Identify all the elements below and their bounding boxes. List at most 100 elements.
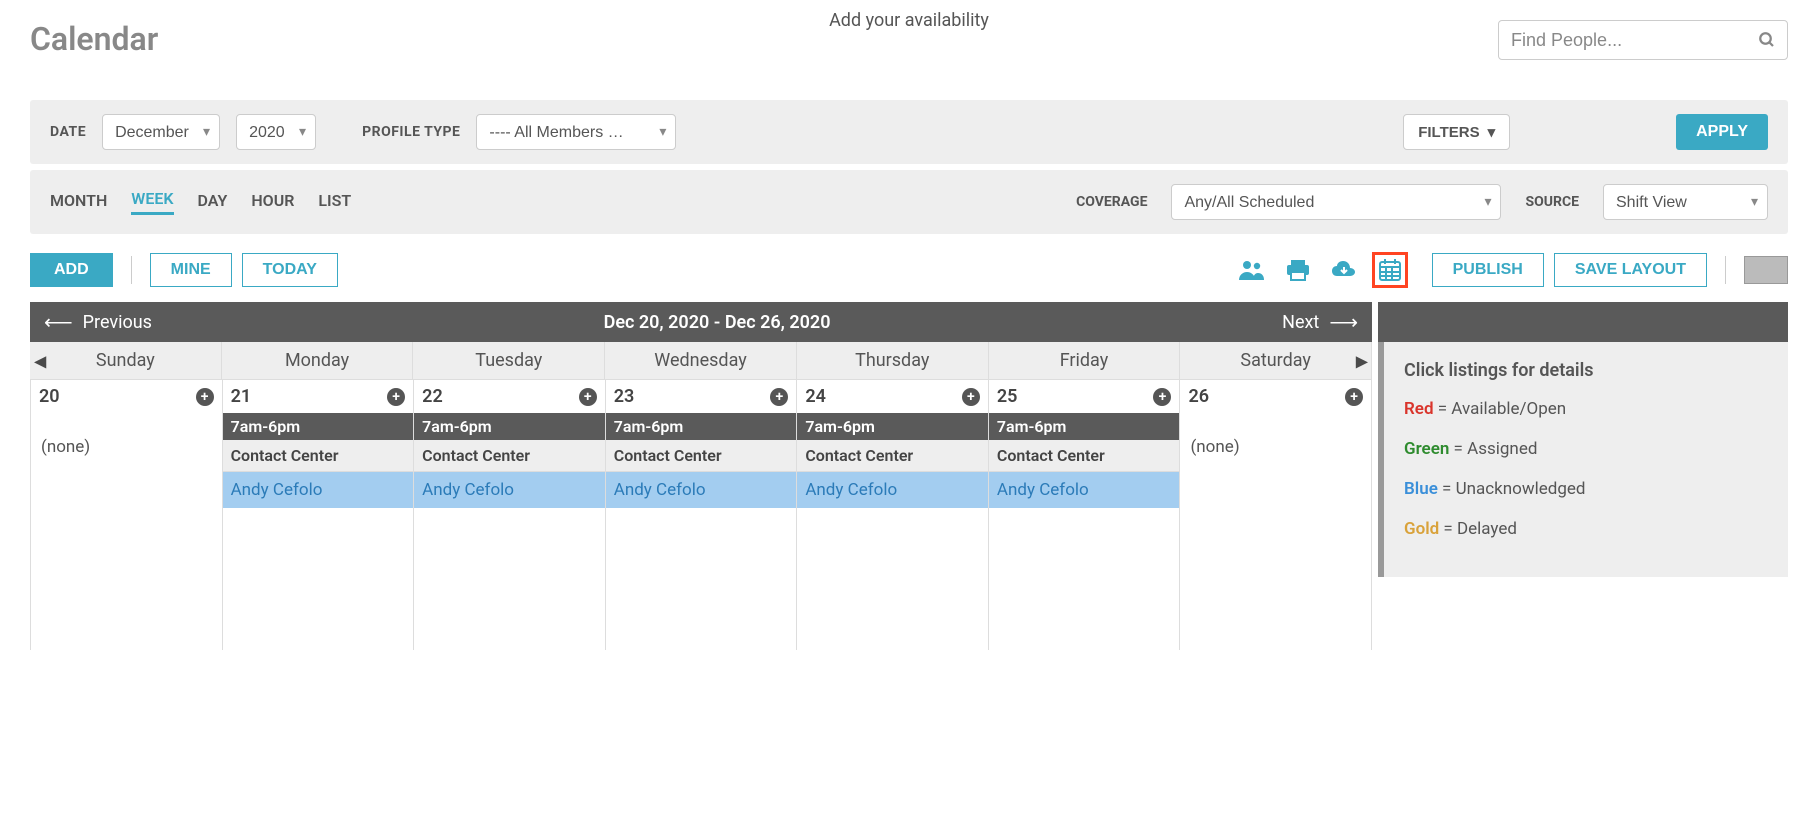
apply-button[interactable]: APPLY xyxy=(1676,114,1768,150)
shift-dept[interactable]: Contact Center xyxy=(606,440,797,472)
divider xyxy=(1725,256,1726,284)
day-header: Monday xyxy=(222,342,414,379)
legend-row: Gold = Delayed xyxy=(1404,519,1768,539)
shift-time[interactable]: 7am-6pm xyxy=(797,413,988,440)
page-title: Calendar xyxy=(30,20,158,58)
mine-button[interactable]: MINE xyxy=(150,253,232,287)
day-cell: 21 +7am-6pmContact CenterAndy Cefolo xyxy=(223,380,415,650)
shift-person[interactable]: Andy Cefolo xyxy=(989,472,1180,508)
date-label: DATE xyxy=(50,124,86,140)
search-icon[interactable] xyxy=(1758,31,1776,49)
month-select[interactable]: December xyxy=(102,114,220,150)
shift-dept[interactable]: Contact Center xyxy=(223,440,414,472)
coverage-label: COVERAGE xyxy=(1076,194,1147,210)
search-input[interactable] xyxy=(1498,20,1788,60)
chevron-down-icon: ▾ xyxy=(1488,123,1496,141)
add-shift-icon[interactable]: + xyxy=(770,388,788,406)
shift-time[interactable]: 7am-6pm xyxy=(414,413,605,440)
action-bar: ADD MINE TODAY PUBLISH SAVE LAYOUT xyxy=(0,234,1818,302)
day-cell: 26+(none) xyxy=(1180,380,1372,650)
add-shift-icon[interactable]: + xyxy=(196,388,214,406)
filter-bar: DATE December 2020 PROFILE TYPE ---- All… xyxy=(30,100,1788,164)
calendar-icon[interactable] xyxy=(1372,252,1408,288)
legend-desc: = Assigned xyxy=(1449,439,1537,459)
profile-label: PROFILE TYPE xyxy=(362,124,460,140)
shift-dept[interactable]: Contact Center xyxy=(414,440,605,472)
add-shift-icon[interactable]: + xyxy=(1153,388,1171,406)
calendar-main: ⟵ Previous Dec 20, 2020 - Dec 26, 2020 N… xyxy=(30,302,1372,650)
none-text: (none) xyxy=(1180,413,1371,481)
shift-time[interactable]: 7am-6pm xyxy=(606,413,797,440)
day-header: Wednesday xyxy=(605,342,797,379)
day-headers: ◀ Sunday Monday Tuesday Wednesday Thursd… xyxy=(30,342,1372,380)
filters-button[interactable]: FILTERS▾ xyxy=(1403,114,1510,150)
profile-select[interactable]: ---- All Members … xyxy=(476,114,676,150)
search-box xyxy=(1498,20,1788,60)
legend-desc: = Unacknowledged xyxy=(1438,479,1586,499)
day-header: Sunday xyxy=(30,342,222,379)
day-cell: 20 + (none) xyxy=(30,380,223,650)
shift-person[interactable]: Andy Cefolo xyxy=(606,472,797,508)
none-text: (none) xyxy=(31,413,222,481)
tab-list[interactable]: LIST xyxy=(318,191,351,214)
tab-month[interactable]: MONTH xyxy=(50,191,107,214)
day-header: Saturday xyxy=(1180,342,1372,379)
tab-week[interactable]: WEEK xyxy=(131,189,173,215)
add-shift-icon[interactable]: + xyxy=(962,388,980,406)
availability-link[interactable]: Add your availability xyxy=(829,10,989,31)
arrow-left-icon: ⟵ xyxy=(44,310,73,334)
add-button[interactable]: ADD xyxy=(30,253,113,287)
day-number: 25 xyxy=(997,386,1018,407)
legend-row: Blue = Unacknowledged xyxy=(1404,479,1768,499)
legend: Click listings for details Red = Availab… xyxy=(1378,342,1788,577)
day-cell: 22 +7am-6pmContact CenterAndy Cefolo xyxy=(414,380,606,650)
day-number: 21 xyxy=(231,386,252,407)
shift-time[interactable]: 7am-6pm xyxy=(223,413,414,440)
save-layout-button[interactable]: SAVE LAYOUT xyxy=(1554,253,1707,287)
legend-color-label: Blue xyxy=(1404,479,1438,499)
arrow-right-icon: ⟶ xyxy=(1329,310,1358,334)
calendar-nav: ⟵ Previous Dec 20, 2020 - Dec 26, 2020 N… xyxy=(30,302,1372,342)
source-label: SOURCE xyxy=(1525,194,1579,210)
tab-hour[interactable]: HOUR xyxy=(251,191,294,214)
legend-color-label: Gold xyxy=(1404,519,1439,539)
view-bar: MONTH WEEK DAY HOUR LIST COVERAGE Any/Al… xyxy=(30,170,1788,234)
day-number: 20 xyxy=(39,386,60,407)
tab-day[interactable]: DAY xyxy=(198,191,228,214)
day-number: 22 xyxy=(422,386,443,407)
legend-color-label: Red xyxy=(1404,399,1434,419)
print-icon[interactable] xyxy=(1280,252,1316,288)
add-shift-icon[interactable]: + xyxy=(579,388,597,406)
shift-person[interactable]: Andy Cefolo xyxy=(223,472,414,508)
scroll-right-icon[interactable]: ▶ xyxy=(1356,351,1368,370)
scroll-left-icon[interactable]: ◀ xyxy=(34,351,46,370)
coverage-select[interactable]: Any/All Scheduled xyxy=(1171,184,1501,220)
color-swatch[interactable] xyxy=(1744,256,1788,284)
shift-person[interactable]: Andy Cefolo xyxy=(797,472,988,508)
year-select[interactable]: 2020 xyxy=(236,114,316,150)
prev-button[interactable]: ⟵ Previous xyxy=(44,310,152,334)
shift-dept[interactable]: Contact Center xyxy=(797,440,988,472)
divider xyxy=(131,256,132,284)
side-header xyxy=(1378,302,1788,342)
add-shift-icon[interactable]: + xyxy=(387,388,405,406)
add-shift-icon[interactable]: + xyxy=(1345,388,1363,406)
date-range: Dec 20, 2020 - Dec 26, 2020 xyxy=(152,312,1282,333)
shift-person[interactable]: Andy Cefolo xyxy=(414,472,605,508)
legend-desc: = Available/Open xyxy=(1434,399,1567,419)
source-select[interactable]: Shift View xyxy=(1603,184,1768,220)
legend-row: Red = Available/Open xyxy=(1404,399,1768,419)
people-icon[interactable] xyxy=(1234,252,1270,288)
next-button[interactable]: Next ⟶ xyxy=(1282,310,1358,334)
day-cell: 23 +7am-6pmContact CenterAndy Cefolo xyxy=(606,380,798,650)
side-panel: Click listings for details Red = Availab… xyxy=(1378,302,1788,650)
shift-dept[interactable]: Contact Center xyxy=(989,440,1180,472)
today-button[interactable]: TODAY xyxy=(242,253,338,287)
publish-button[interactable]: PUBLISH xyxy=(1432,253,1544,287)
shift-time[interactable]: 7am-6pm xyxy=(989,413,1180,440)
download-icon[interactable] xyxy=(1326,252,1362,288)
day-cell: 24+7am-6pmContact CenterAndy Cefolo xyxy=(797,380,989,650)
legend-desc: = Delayed xyxy=(1439,519,1517,539)
legend-row: Green = Assigned xyxy=(1404,439,1768,459)
day-number: 23 xyxy=(614,386,635,407)
